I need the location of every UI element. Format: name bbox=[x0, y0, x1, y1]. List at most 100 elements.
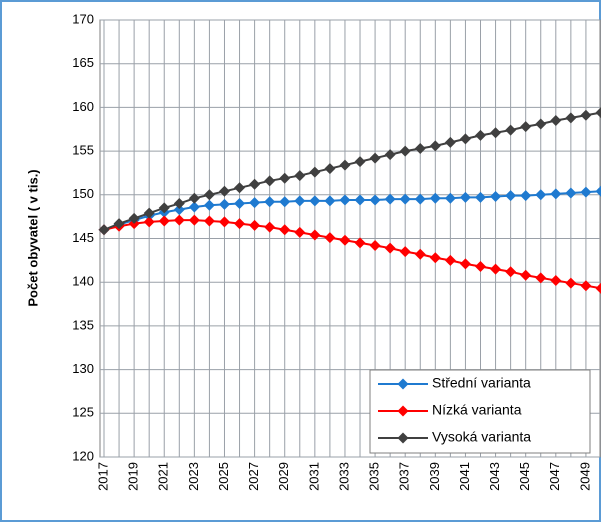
point-marker bbox=[475, 129, 486, 141]
point-marker bbox=[173, 214, 185, 226]
y-tick-label: 150 bbox=[72, 186, 94, 201]
y-tick-label: 155 bbox=[72, 143, 94, 158]
point-marker bbox=[249, 178, 261, 190]
point-marker bbox=[128, 212, 140, 224]
y-tick-label: 125 bbox=[72, 405, 94, 420]
x-tick-label: 2041 bbox=[457, 462, 472, 491]
point-marker bbox=[339, 234, 351, 246]
point-marker bbox=[399, 193, 411, 205]
point-marker bbox=[550, 115, 562, 127]
point-marker bbox=[369, 239, 381, 251]
point-marker bbox=[550, 188, 562, 200]
point-marker bbox=[429, 252, 441, 264]
point-marker bbox=[505, 190, 517, 202]
point-marker bbox=[535, 189, 547, 201]
x-tick-label: 2033 bbox=[336, 462, 351, 491]
point-marker bbox=[324, 163, 336, 175]
point-marker bbox=[264, 196, 276, 208]
point-marker bbox=[520, 269, 532, 281]
point-marker bbox=[354, 156, 366, 168]
point-marker bbox=[399, 145, 411, 157]
x-tick-label: 2031 bbox=[306, 462, 321, 491]
y-tick-label: 130 bbox=[72, 361, 94, 376]
point-marker bbox=[203, 199, 215, 211]
point-marker bbox=[550, 274, 562, 286]
point-marker bbox=[475, 260, 486, 272]
y-tick-label: 145 bbox=[72, 230, 94, 245]
point-marker bbox=[234, 218, 246, 230]
point-marker bbox=[595, 107, 601, 119]
point-marker bbox=[490, 191, 502, 203]
point-marker bbox=[158, 215, 170, 227]
point-marker bbox=[339, 194, 351, 206]
point-marker bbox=[384, 242, 396, 254]
x-tick-label: 2037 bbox=[397, 462, 412, 491]
point-marker bbox=[505, 124, 517, 136]
point-marker bbox=[505, 266, 517, 278]
point-marker bbox=[444, 254, 456, 266]
point-marker bbox=[369, 194, 381, 206]
point-marker bbox=[520, 121, 532, 133]
y-tick-label: 135 bbox=[72, 317, 94, 332]
point-marker bbox=[535, 272, 547, 284]
point-marker bbox=[339, 159, 351, 171]
y-tick-label: 140 bbox=[72, 274, 94, 289]
x-tick-label: 2043 bbox=[487, 462, 502, 491]
point-marker bbox=[429, 192, 441, 204]
y-tick-label: 160 bbox=[72, 99, 94, 114]
point-marker bbox=[143, 207, 155, 219]
point-marker bbox=[218, 198, 230, 210]
point-marker bbox=[203, 215, 215, 227]
series-line bbox=[103, 219, 601, 290]
point-marker bbox=[414, 193, 426, 205]
point-marker bbox=[595, 185, 601, 197]
x-tick-label: 2039 bbox=[427, 462, 442, 491]
point-marker bbox=[580, 186, 592, 198]
point-marker bbox=[294, 226, 306, 238]
x-tick-label: 2017 bbox=[95, 462, 110, 491]
point-marker bbox=[234, 182, 246, 194]
point-marker bbox=[565, 277, 577, 289]
x-tick-label: 2047 bbox=[547, 462, 562, 491]
point-marker bbox=[173, 204, 185, 216]
series-line bbox=[103, 111, 601, 231]
point-marker bbox=[490, 263, 502, 275]
point-marker bbox=[384, 193, 396, 205]
point-marker bbox=[294, 195, 306, 207]
point-marker bbox=[188, 192, 200, 204]
point-marker bbox=[414, 248, 426, 260]
point-marker bbox=[158, 202, 170, 214]
x-tick-label: 2025 bbox=[216, 462, 231, 491]
point-marker bbox=[354, 194, 366, 206]
legend-marker bbox=[397, 405, 409, 417]
point-marker bbox=[279, 172, 291, 184]
point-marker bbox=[414, 142, 426, 154]
point-marker bbox=[279, 224, 291, 236]
point-marker bbox=[565, 187, 577, 199]
y-tick-label: 170 bbox=[72, 11, 94, 26]
point-marker bbox=[399, 246, 411, 258]
point-marker bbox=[384, 149, 396, 161]
x-tick-label: 2021 bbox=[156, 462, 171, 491]
point-marker bbox=[309, 195, 321, 207]
point-marker bbox=[249, 219, 261, 231]
point-marker bbox=[203, 189, 215, 201]
point-marker bbox=[565, 112, 577, 124]
point-marker bbox=[218, 185, 230, 197]
point-marker bbox=[309, 166, 321, 178]
point-marker bbox=[264, 175, 276, 187]
point-marker bbox=[218, 216, 230, 228]
legend-label: Střední varianta bbox=[432, 375, 531, 391]
point-marker bbox=[459, 191, 471, 203]
point-marker bbox=[98, 224, 110, 236]
x-tick-label: 2027 bbox=[246, 462, 261, 491]
series-line bbox=[103, 190, 601, 231]
x-tick-label: 2023 bbox=[186, 462, 201, 491]
point-marker bbox=[279, 196, 291, 208]
x-tick-label: 2049 bbox=[577, 462, 592, 491]
point-marker bbox=[324, 232, 336, 244]
y-tick-label: 120 bbox=[72, 448, 94, 463]
point-marker bbox=[595, 282, 601, 294]
point-marker bbox=[234, 198, 246, 210]
